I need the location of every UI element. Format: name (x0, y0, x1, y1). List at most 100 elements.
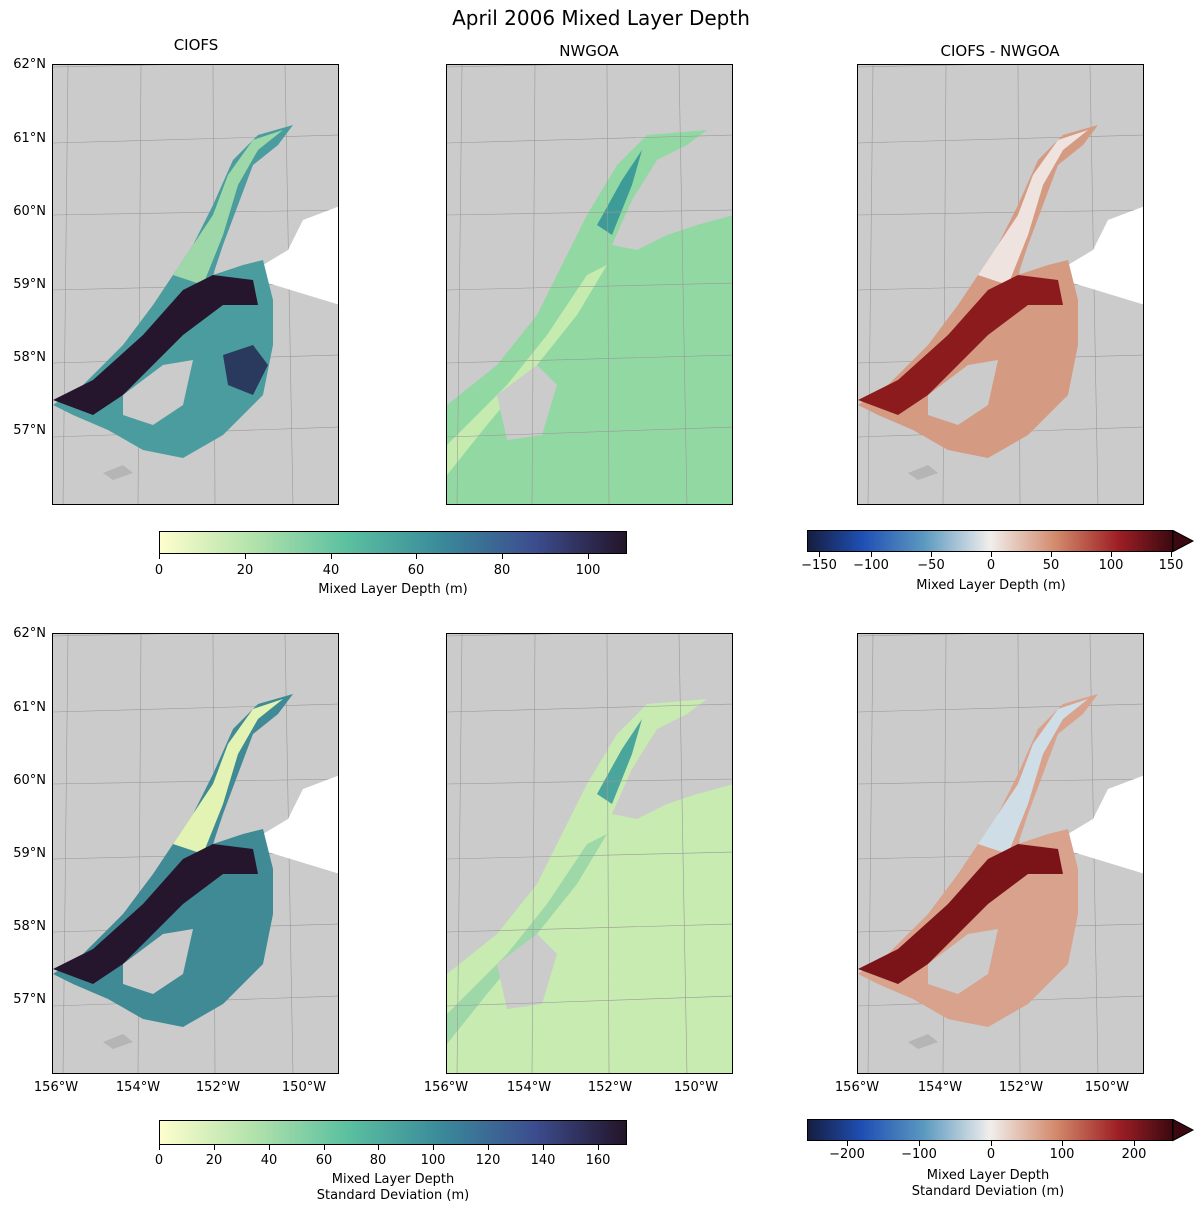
lat-label: 61°N (13, 700, 46, 715)
lon-label: 150°W (1084, 1080, 1130, 1095)
cb-tick-label: 0 (154, 1153, 164, 1168)
map-ciofs-std (53, 634, 338, 1073)
cb-label-top-div: Mixed Layer Depth (m) (916, 578, 1066, 593)
cb-tick-label: −50 (917, 558, 945, 573)
kodiak-island (123, 360, 193, 425)
lon-label: 154°W (506, 1080, 552, 1095)
lon-label: 152°W (587, 1080, 633, 1095)
trinity-islands (908, 465, 938, 480)
cb-tick-mark (819, 552, 820, 557)
cb-tick-mark (488, 1145, 489, 1150)
cb-tick-mark (159, 554, 160, 559)
cb-tick-mark (416, 554, 417, 559)
colorbar-bottom-sequential (159, 1120, 627, 1145)
lon-label: 156°W (33, 1080, 79, 1095)
cb-tick-label: 0 (986, 1147, 996, 1162)
cb-tick-mark (931, 552, 932, 557)
lon-label: 152°W (195, 1080, 241, 1095)
cb-tick-label: 60 (407, 563, 425, 578)
cb-label-line2: Standard Deviation (m) (911, 1184, 1065, 1199)
cb-tick-mark (919, 1141, 920, 1146)
cb-tick-mark (1111, 552, 1112, 557)
cb-tick-label: −100 (853, 558, 889, 573)
upper-inlet-shallow (173, 130, 283, 285)
cb-tick-label: 0 (986, 558, 996, 573)
figure-title: April 2006 Mixed Layer Depth (452, 6, 750, 30)
cb-tick-mark (433, 1145, 434, 1150)
lat-label: 58°N (13, 919, 46, 934)
lon-label: 150°W (281, 1080, 327, 1095)
positive-diff-channel (858, 844, 1063, 984)
trinity-islands (103, 465, 133, 480)
map-diff-mean (858, 65, 1143, 504)
deep-channel (53, 275, 258, 415)
colorbar-bottom-diverging (807, 1119, 1195, 1142)
cb-tick-mark (598, 1145, 599, 1150)
map-panel-diff-mean (857, 64, 1144, 505)
cb-tick-mark (331, 554, 332, 559)
deep-region (223, 345, 268, 395)
lon-label: 152°W (998, 1080, 1044, 1095)
lat-label: 58°N (13, 350, 46, 365)
cb-tick-mark (214, 1145, 215, 1150)
graticule (447, 634, 732, 1073)
map-panel-diff-std (857, 633, 1144, 1074)
kodiak-island (497, 934, 557, 1009)
lat-label: 57°N (13, 992, 46, 1007)
trinity-islands (908, 1034, 938, 1049)
positive-diff-channel (858, 275, 1063, 415)
open-sea (1063, 775, 1143, 874)
cb-tick-mark (847, 1141, 848, 1146)
open-sea (258, 206, 338, 305)
cb-tick-mark (543, 1145, 544, 1150)
cb-tick-label: 150 (1158, 558, 1184, 573)
upper-inlet-low-std (173, 699, 283, 854)
cb-tick-label: 140 (530, 1153, 556, 1168)
cb-tick-mark (502, 554, 503, 559)
nwgoa-domain (447, 699, 732, 1073)
cb-tick-mark (1134, 1141, 1135, 1146)
col-title-diff: CIOFS - NWGOA (940, 42, 1060, 60)
cb-label-line1: Mixed Layer Depth (331, 1172, 455, 1187)
cb-tick-mark (269, 1145, 270, 1150)
cb-tick-label: 100 (1049, 1147, 1075, 1162)
open-sea (258, 775, 338, 874)
cb-tick-label: 20 (236, 563, 254, 578)
col-title-ciofs: CIOFS (173, 36, 219, 54)
lon-label: 154°W (115, 1080, 161, 1095)
open-sea (1063, 206, 1143, 305)
cb-tick-label: 50 (1042, 558, 1060, 573)
lat-label: 59°N (13, 846, 46, 861)
upper-inlet-neutral (978, 130, 1088, 285)
cb-tick-label: 80 (369, 1153, 387, 1168)
shelf-region (447, 834, 607, 1044)
lat-label: 60°N (13, 773, 46, 788)
cb-tick-mark (588, 554, 589, 559)
graticule (447, 65, 732, 504)
high-std-channel (53, 844, 258, 984)
col-title-nwgoa: NWGOA (559, 42, 619, 60)
cb-tick-label: −100 (901, 1147, 937, 1162)
lon-label: 150°W (673, 1080, 719, 1095)
cb-tick-mark (324, 1145, 325, 1150)
colorbar-top-diverging (807, 530, 1195, 553)
cb-tick-mark (991, 1141, 992, 1146)
cb-tick-label: 100 (575, 563, 601, 578)
cb-tick-label: 160 (585, 1153, 611, 1168)
cb-tick-mark (1051, 552, 1052, 557)
map-diff-std (858, 634, 1143, 1073)
cb-label-line2: Standard Deviation (m) (316, 1188, 470, 1203)
cb-tick-label: 200 (1121, 1147, 1147, 1162)
cb-tick-label: 20 (205, 1153, 223, 1168)
nwgoa-domain (447, 130, 732, 504)
cb-tick-mark (245, 554, 246, 559)
cb-tick-label: 80 (493, 563, 511, 578)
cb-tick-mark (159, 1145, 160, 1150)
trinity-islands (103, 1034, 133, 1049)
lon-label: 156°W (834, 1080, 880, 1095)
cb-tick-label: −150 (801, 558, 837, 573)
kodiak-island (123, 929, 193, 994)
cb-label-bottom-seq: Mixed Layer Depth Standard Deviation (m) (243, 1172, 543, 1204)
map-panel-ciofs-mean (52, 64, 339, 505)
cb-tick-label: 100 (420, 1153, 446, 1168)
